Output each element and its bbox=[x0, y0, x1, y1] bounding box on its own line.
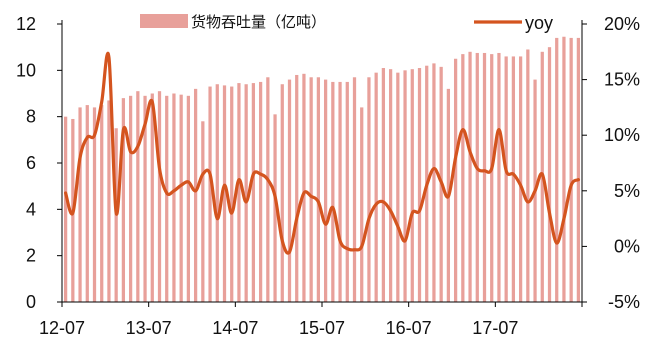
bar-15-05 bbox=[309, 77, 313, 302]
bar-15-11 bbox=[352, 77, 357, 302]
x-tick-label: 16-07 bbox=[386, 318, 432, 338]
x-tick-label: 15-07 bbox=[299, 318, 345, 338]
bar-14-12 bbox=[273, 114, 277, 302]
bar-18-04 bbox=[562, 36, 566, 303]
bar-16-03 bbox=[381, 68, 386, 303]
left-tick-label: 0 bbox=[26, 292, 36, 312]
bar-14-09 bbox=[251, 83, 256, 302]
bar-14-04 bbox=[215, 84, 219, 302]
x-tick-label: 14-07 bbox=[212, 318, 258, 338]
bar-15-08 bbox=[331, 81, 335, 302]
bar-18-05 bbox=[569, 37, 573, 303]
bar-15-02 bbox=[287, 79, 292, 302]
bar-12-11 bbox=[92, 107, 97, 303]
bar-17-09 bbox=[511, 56, 516, 303]
bar-14-06 bbox=[230, 86, 234, 302]
x-tick-label: 13-07 bbox=[126, 318, 172, 338]
right-tick-label: 5% bbox=[614, 181, 640, 201]
bar-17-03 bbox=[468, 51, 472, 302]
bar-14-03 bbox=[208, 86, 212, 302]
bar-14-10 bbox=[258, 81, 263, 302]
bar-16-05 bbox=[396, 72, 400, 303]
bar-14-02 bbox=[201, 121, 205, 302]
bar-14-11 bbox=[266, 77, 270, 302]
bar-16-06 bbox=[403, 70, 407, 302]
bar-12-10 bbox=[85, 105, 89, 302]
bar-13-07 bbox=[150, 93, 154, 302]
right-tick-label: 15% bbox=[604, 70, 640, 90]
bar-12-12 bbox=[100, 105, 104, 302]
bar-series bbox=[63, 36, 581, 303]
bar-15-09 bbox=[338, 81, 342, 302]
bar-16-10 bbox=[432, 63, 436, 302]
bar-15-12 bbox=[360, 107, 364, 303]
bar-17-02 bbox=[461, 54, 465, 303]
bar-17-10 bbox=[518, 56, 523, 303]
left-tick-label: 6 bbox=[26, 153, 36, 173]
yoy-line-series bbox=[64, 52, 580, 255]
yoy-line bbox=[64, 52, 580, 255]
right-tick-label: 10% bbox=[604, 125, 640, 145]
bar-12-07 bbox=[63, 116, 68, 302]
bar-13-11 bbox=[179, 94, 183, 302]
bar-15-06 bbox=[316, 77, 321, 302]
bar-13-09 bbox=[165, 95, 169, 302]
left-tick-label: 10 bbox=[16, 60, 36, 80]
bar-13-05 bbox=[136, 91, 140, 303]
bar-14-07 bbox=[237, 83, 241, 302]
bar-15-01 bbox=[280, 84, 284, 302]
bar-13-06 bbox=[143, 95, 147, 302]
x-tick-label: 12-07 bbox=[39, 318, 85, 338]
bar-17-01 bbox=[453, 58, 458, 302]
bar-17-06 bbox=[490, 54, 494, 303]
bar-16-01 bbox=[367, 77, 371, 302]
legend: 货物吞吐量（亿吨） yoy bbox=[140, 13, 553, 33]
bar-17-11 bbox=[526, 49, 530, 303]
bar-14-08 bbox=[244, 84, 248, 302]
bar-18-03 bbox=[555, 37, 559, 303]
bar-16-04 bbox=[388, 69, 393, 302]
bar-18-02 bbox=[547, 47, 552, 302]
right-tick-label: 0% bbox=[614, 236, 640, 256]
bar-17-04 bbox=[475, 52, 479, 303]
bar-13-03 bbox=[121, 98, 126, 302]
bar-17-08 bbox=[504, 56, 508, 303]
bar-13-10 bbox=[172, 93, 176, 302]
bar-15-10 bbox=[345, 81, 349, 302]
bar-15-03 bbox=[295, 74, 299, 302]
bar-17-05 bbox=[482, 52, 487, 303]
bar-13-12 bbox=[186, 95, 191, 302]
bar-16-08 bbox=[417, 68, 422, 303]
left-tick-label: 8 bbox=[26, 107, 36, 127]
legend-bar-label: 货物吞吐量（亿吨） bbox=[191, 13, 326, 31]
bar-16-02 bbox=[374, 72, 378, 303]
right-tick-label: 20% bbox=[604, 14, 640, 34]
bar-12-09 bbox=[78, 107, 82, 303]
legend-line-label: yoy bbox=[525, 13, 553, 33]
bar-13-01 bbox=[107, 100, 111, 302]
axis-ticks: 0 2 4 6 8 10 12 -5% 0% 5% 10% 15% 20% 12-07 13-07 14-07… bbox=[16, 14, 640, 338]
bar-13-08 bbox=[157, 91, 162, 303]
left-tick-label: 2 bbox=[26, 246, 36, 266]
bar-16-07 bbox=[410, 69, 414, 302]
left-tick-label: 12 bbox=[16, 14, 36, 34]
bar-15-07 bbox=[323, 79, 328, 302]
right-tick-label: -5% bbox=[608, 292, 640, 312]
bar-17-07 bbox=[497, 52, 501, 303]
x-tick-label: 17-07 bbox=[472, 318, 518, 338]
left-tick-label: 4 bbox=[26, 199, 36, 219]
bar-13-04 bbox=[128, 95, 133, 302]
bar-14-01 bbox=[193, 88, 198, 303]
bar-18-06 bbox=[576, 37, 581, 303]
bar-15-04 bbox=[302, 73, 306, 302]
bar-14-05 bbox=[222, 85, 227, 302]
legend-bar-swatch bbox=[140, 14, 188, 28]
